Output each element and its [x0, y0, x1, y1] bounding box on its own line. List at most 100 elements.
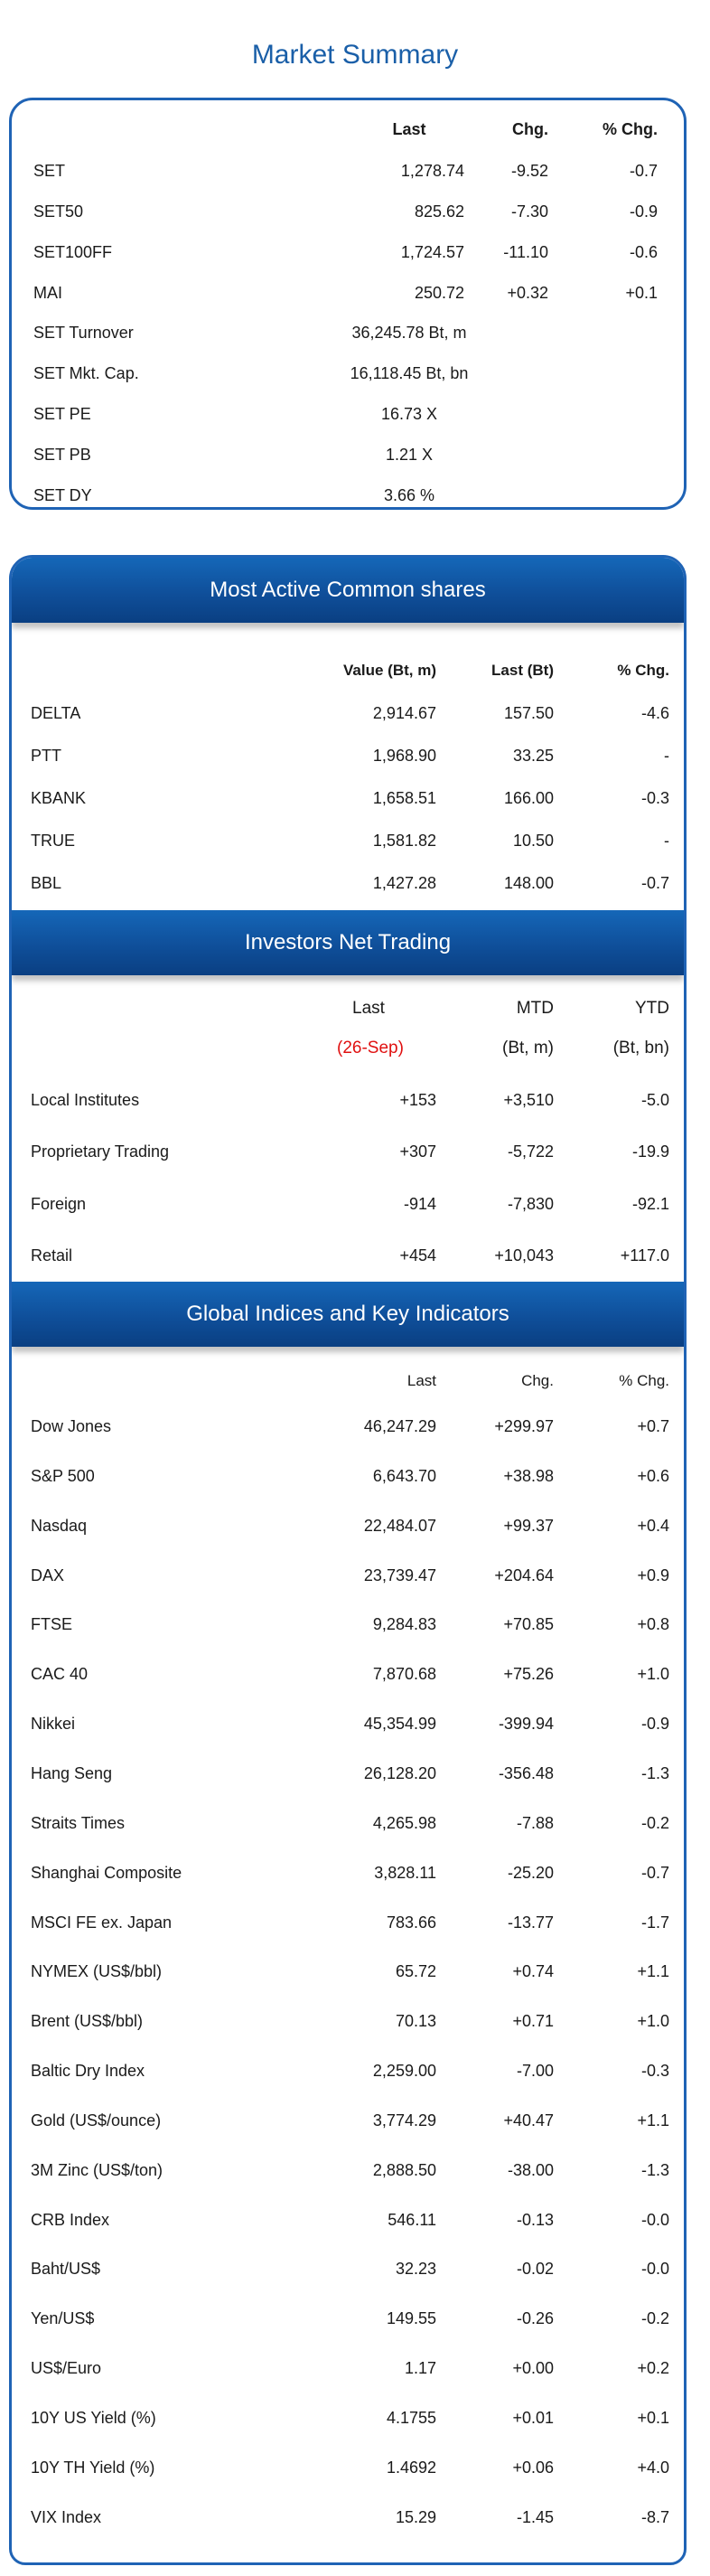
row-last: 3,828.11 — [374, 1863, 436, 1882]
global-indices-title: Global Indices and Key Indicators — [12, 1282, 684, 1347]
row-value: 1,427.28 — [372, 874, 436, 892]
table-row: DELTA 2,914.67 157.50 -4.6 — [12, 700, 684, 727]
row-pct: +0.1 — [637, 2409, 669, 2427]
table-row: SET DY 3.66 % — [12, 482, 684, 509]
table-row: SET100FF 1,724.57 -11.10 -0.6 — [12, 239, 684, 266]
row-pct: -0.3 — [640, 789, 669, 807]
market-summary-header: Last Chg. % Chg. — [12, 116, 684, 143]
table-row: S&P 500 6,643.70 +38.98 +0.6 — [12, 1462, 684, 1490]
table-row: BBL 1,427.28 148.00 -0.7 — [12, 870, 684, 897]
table-row: 10Y US Yield (%) 4.1755 +0.01 +0.1 — [12, 2404, 684, 2431]
table-row: Shanghai Composite 3,828.11 -25.20 -0.7 — [12, 1859, 684, 1886]
subheader-ytd-unit: (Bt, bn) — [612, 1039, 669, 1058]
row-pct: -0.9 — [640, 1715, 669, 1734]
row-label: SET Turnover — [33, 324, 134, 342]
row-ytd: -5.0 — [640, 1091, 669, 1109]
row-label: PTT — [31, 747, 61, 765]
header-last: Last (Bt) — [491, 662, 554, 679]
row-last: 65.72 — [395, 1962, 436, 1981]
row-pct: -4.6 — [640, 704, 669, 722]
market-summary-panel: Last Chg. % Chg. SET 1,278.74 -9.52 -0.7… — [9, 98, 687, 510]
row-value: 2,914.67 — [372, 704, 436, 722]
investors-title: Investors Net Trading — [12, 910, 684, 975]
row-last: 148.00 — [503, 874, 554, 892]
row-last: 2,259.00 — [372, 2062, 436, 2081]
row-label: US$/Euro — [31, 2359, 102, 2378]
table-row: VIX Index 15.29 -1.45 -8.7 — [12, 2504, 684, 2531]
header-pct-chg: % Chg. — [617, 662, 669, 679]
header-last: Last — [392, 120, 426, 138]
subheader-mtd-unit: (Bt, m) — [502, 1039, 554, 1058]
row-last: 46,247.29 — [363, 1417, 436, 1435]
row-label: SET — [33, 162, 66, 180]
row-pct: -0.7 — [640, 874, 669, 892]
row-last: 22,484.07 — [363, 1516, 436, 1535]
row-label: Brent (US$/bbl) — [31, 2012, 144, 2031]
row-label: TRUE — [31, 832, 75, 850]
row-last: +454 — [399, 1246, 436, 1264]
header-last: Last — [406, 1372, 436, 1389]
row-value: 16,118.45 Bt, bn — [350, 364, 469, 382]
row-pct: +1.0 — [637, 1665, 669, 1684]
row-chg: +0.32 — [507, 284, 548, 302]
row-chg: +40.47 — [503, 2111, 554, 2129]
row-last: 1,724.57 — [400, 243, 464, 261]
investors-header: Last MTD YTD — [12, 995, 684, 1022]
most-active-title: Most Active Common shares — [12, 558, 684, 623]
page-title: Market Summary — [251, 40, 459, 70]
table-row: Nikkei 45,354.99 -399.94 -0.9 — [12, 1710, 684, 1737]
table-row: 10Y TH Yield (%) 1.4692 +0.06 +4.0 — [12, 2454, 684, 2481]
row-chg: -11.10 — [503, 243, 548, 261]
table-row: DAX 23,739.47 +204.64 +0.9 — [12, 1562, 684, 1589]
row-value: 1,581.82 — [372, 832, 436, 850]
row-pct: +1.1 — [637, 1962, 669, 1981]
row-label: BBL — [31, 874, 62, 892]
row-pct: -0.0 — [640, 2210, 669, 2229]
row-label: Straits Times — [31, 1813, 126, 1832]
row-label: VIX Index — [31, 2507, 102, 2526]
row-chg: -13.77 — [507, 1913, 554, 1932]
row-last: 6,643.70 — [372, 1466, 436, 1485]
row-value: 1,658.51 — [372, 789, 436, 807]
row-pct: -1.3 — [640, 2160, 669, 2179]
row-label: CRB Index — [31, 2210, 110, 2229]
header-ytd: YTD — [635, 999, 669, 1018]
row-last: 4.1755 — [386, 2409, 436, 2427]
row-value: 3.66 % — [383, 486, 435, 504]
row-last: 32.23 — [395, 2260, 436, 2279]
row-label: 3M Zinc (US$/ton) — [31, 2160, 163, 2179]
row-pct: -0.6 — [629, 243, 658, 261]
row-label: SET PB — [33, 446, 91, 464]
row-last: 1.4692 — [386, 2458, 436, 2477]
row-chg: +0.74 — [512, 1962, 554, 1981]
row-pct: +4.0 — [637, 2458, 669, 2477]
row-chg: -399.94 — [498, 1715, 554, 1734]
row-last: 7,870.68 — [372, 1665, 436, 1684]
table-row: 3M Zinc (US$/ton) 2,888.50 -38.00 -1.3 — [12, 2157, 684, 2184]
row-last: 149.55 — [386, 2309, 436, 2328]
row-chg: -7.00 — [516, 2062, 554, 2081]
row-label: Baht/US$ — [31, 2260, 101, 2279]
subheader-last-date: (26-Sep) — [337, 1039, 404, 1058]
table-row: NYMEX (US$/bbl) 65.72 +0.74 +1.1 — [12, 1958, 684, 1985]
table-row: CRB Index 546.11 -0.13 -0.0 — [12, 2206, 684, 2233]
header-chg: Chg. — [521, 1372, 554, 1389]
row-pct: +1.0 — [637, 2012, 669, 2031]
row-label: SET PE — [33, 405, 91, 423]
row-last: 10.50 — [512, 832, 554, 850]
table-row: US$/Euro 1.17 +0.00 +0.2 — [12, 2355, 684, 2382]
row-chg: +38.98 — [503, 1466, 554, 1485]
table-row: TRUE 1,581.82 10.50 - — [12, 827, 684, 854]
row-label: Yen/US$ — [31, 2309, 95, 2328]
row-value: 1.21 X — [385, 446, 434, 464]
row-chg: -25.20 — [507, 1863, 554, 1882]
row-label: Local Institutes — [31, 1091, 140, 1109]
row-label: SET100FF — [33, 243, 113, 261]
row-last: 23,739.47 — [363, 1565, 436, 1584]
row-pct: -0.2 — [640, 1813, 669, 1832]
row-last: 3,774.29 — [372, 2111, 436, 2129]
row-label: Proprietary Trading — [31, 1142, 170, 1161]
row-label: SET Mkt. Cap. — [33, 364, 139, 382]
header-last: Last — [352, 999, 385, 1018]
row-pct: -0.0 — [640, 2260, 669, 2279]
